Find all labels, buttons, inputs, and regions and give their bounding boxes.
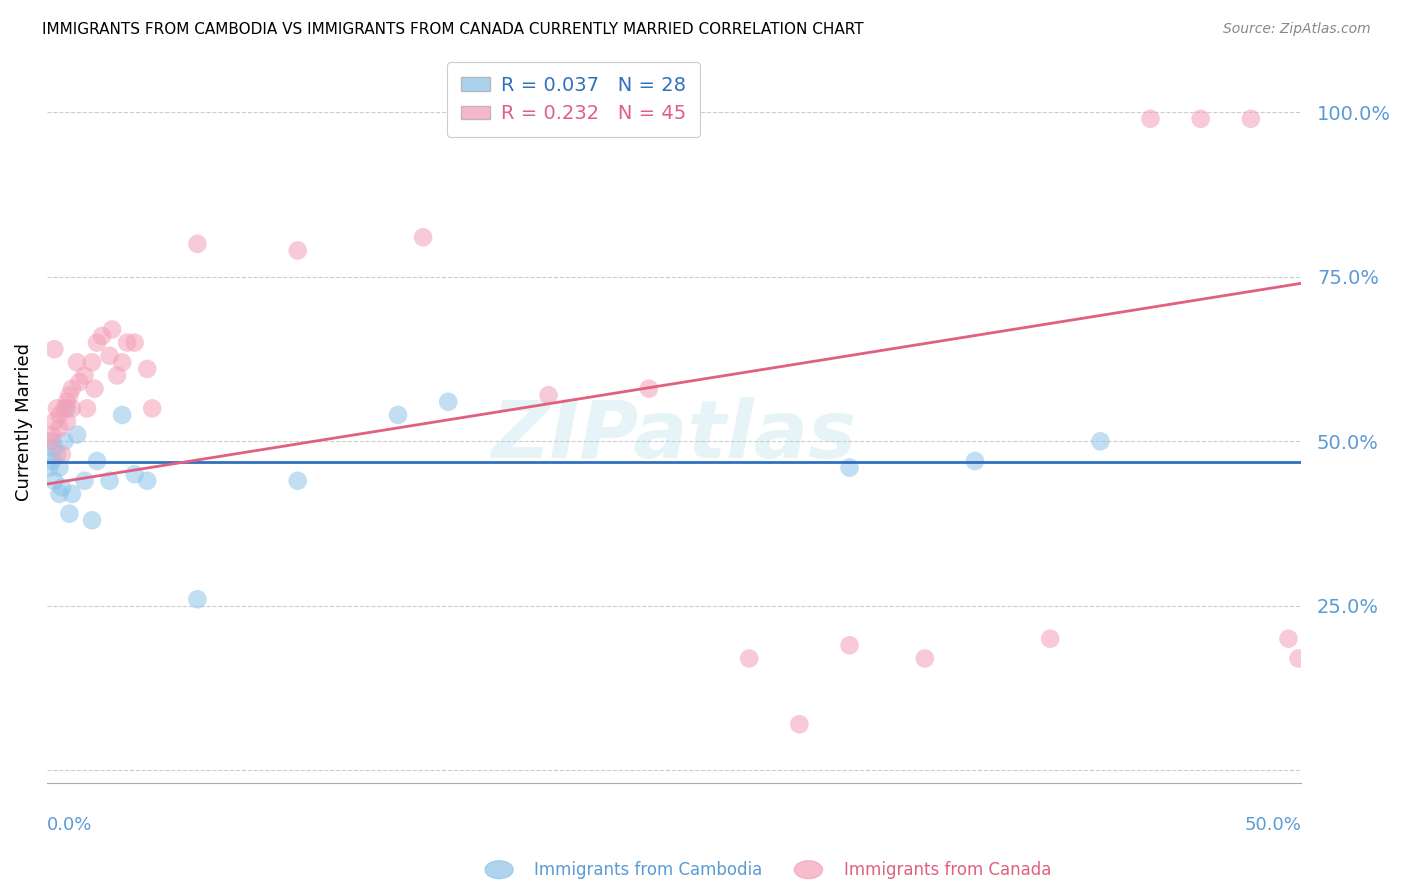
Point — [48, 421, 70, 435]
Point — [838, 638, 860, 652]
Point — [58, 507, 80, 521]
Point — [115, 335, 138, 350]
Point — [38, 434, 60, 449]
Point — [48, 487, 70, 501]
Point — [141, 401, 163, 416]
Point — [86, 454, 108, 468]
Point — [136, 362, 159, 376]
Text: 0.0%: 0.0% — [46, 816, 93, 834]
Point — [86, 335, 108, 350]
Point — [838, 460, 860, 475]
Point — [45, 401, 67, 416]
Point — [1189, 112, 1212, 126]
Point — [124, 467, 146, 482]
Point — [537, 388, 560, 402]
Point — [73, 368, 96, 383]
Point — [48, 408, 70, 422]
Point — [53, 434, 76, 449]
Point — [98, 349, 121, 363]
Point — [66, 355, 89, 369]
Point — [186, 592, 208, 607]
Point — [51, 480, 73, 494]
Text: Immigrants from Cambodia: Immigrants from Cambodia — [534, 861, 762, 879]
Point — [66, 427, 89, 442]
Text: 50.0%: 50.0% — [1244, 816, 1301, 834]
Point — [98, 474, 121, 488]
Point — [1240, 112, 1263, 126]
Point — [1139, 112, 1161, 126]
Point — [105, 368, 128, 383]
Point — [914, 651, 936, 665]
Point — [44, 415, 66, 429]
Text: Source: ZipAtlas.com: Source: ZipAtlas.com — [1223, 22, 1371, 37]
Point — [186, 236, 208, 251]
Point — [45, 447, 67, 461]
Point — [789, 717, 811, 731]
Point — [738, 651, 761, 665]
Point — [638, 382, 661, 396]
Y-axis label: Currently Married: Currently Married — [15, 343, 32, 500]
Point — [287, 244, 309, 258]
Point — [60, 401, 83, 416]
Point — [41, 427, 63, 442]
Point — [387, 408, 409, 422]
Point — [136, 474, 159, 488]
Point — [69, 375, 91, 389]
Point — [38, 460, 60, 475]
Text: IMMIGRANTS FROM CAMBODIA VS IMMIGRANTS FROM CANADA CURRENTLY MARRIED CORRELATION: IMMIGRANTS FROM CAMBODIA VS IMMIGRANTS F… — [42, 22, 863, 37]
Point — [80, 513, 103, 527]
Legend: R = 0.037   N = 28, R = 0.232   N = 45: R = 0.037 N = 28, R = 0.232 N = 45 — [447, 62, 700, 137]
Point — [44, 441, 66, 455]
Point — [41, 434, 63, 449]
Point — [111, 408, 134, 422]
Point — [58, 388, 80, 402]
Point — [412, 230, 434, 244]
Point — [1277, 632, 1299, 646]
Point — [56, 394, 79, 409]
Point — [287, 474, 309, 488]
Point — [1288, 651, 1310, 665]
Point — [56, 415, 79, 429]
Point — [963, 454, 986, 468]
Point — [124, 335, 146, 350]
Point — [51, 447, 73, 461]
Point — [76, 401, 98, 416]
Text: ZIPatlas: ZIPatlas — [492, 397, 856, 475]
Point — [80, 355, 103, 369]
Point — [56, 401, 79, 416]
Point — [48, 460, 70, 475]
Point — [60, 487, 83, 501]
Point — [53, 401, 76, 416]
Point — [41, 454, 63, 468]
Point — [83, 382, 105, 396]
Point — [437, 394, 460, 409]
Point — [73, 474, 96, 488]
Point — [44, 474, 66, 488]
Point — [60, 382, 83, 396]
Point — [101, 322, 124, 336]
Point — [91, 329, 114, 343]
Point — [111, 355, 134, 369]
Point — [44, 342, 66, 356]
Text: Immigrants from Canada: Immigrants from Canada — [844, 861, 1050, 879]
Point — [1039, 632, 1062, 646]
Point — [1090, 434, 1112, 449]
